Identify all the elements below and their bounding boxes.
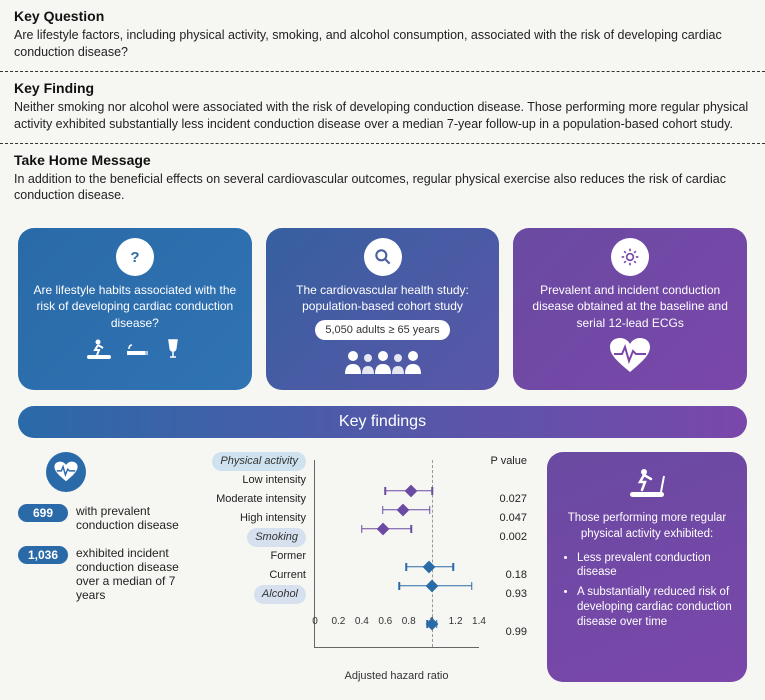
- people-icon: [338, 348, 428, 376]
- heart-icon: [46, 452, 86, 492]
- forest-plot: Physical activityLow intensityModerate i…: [202, 452, 533, 682]
- p-value-header: P value: [483, 452, 533, 471]
- card-question: ? Are lifestyle habits associated with t…: [18, 228, 252, 390]
- svg-text:?: ?: [130, 249, 139, 266]
- wine-icon: [161, 337, 185, 361]
- page: Key Question Are lifestyle factors, incl…: [0, 0, 765, 700]
- card-outcome: Prevalent and incident conduction diseas…: [513, 228, 747, 390]
- key-question-title: Key Question: [14, 8, 751, 24]
- stats-column: 699 with prevalent conduction disease 1,…: [18, 452, 188, 682]
- card-question-text: Are lifestyle habits associated with the…: [30, 282, 240, 331]
- findings-row: 699 with prevalent conduction disease 1,…: [18, 452, 747, 682]
- stat-prevalent-text: with prevalent conduction disease: [76, 504, 188, 532]
- lifestyle-icons: [85, 337, 185, 361]
- summary-panel: Those performing more regular physical a…: [547, 452, 747, 682]
- cohort-pill: 5,050 adults ≥ 65 years: [315, 320, 449, 341]
- summary-bullet: Less prevalent conduction disease: [577, 551, 733, 581]
- key-finding-title: Key Finding: [14, 80, 751, 96]
- cigarette-icon: [123, 337, 151, 361]
- key-finding-section: Key Finding Neither smoking nor alcohol …: [0, 72, 765, 144]
- magnifier-icon: [364, 238, 402, 276]
- forest-labels: Physical activityLow intensityModerate i…: [202, 452, 312, 623]
- take-home-title: Take Home Message: [14, 152, 751, 168]
- key-findings-band: Key findings: [18, 406, 747, 438]
- forest-plot-area: 00.20.40.60.811.21.4: [314, 460, 479, 648]
- key-question-text: Are lifestyle factors, including physica…: [14, 27, 751, 61]
- card-outcome-text: Prevalent and incident conduction diseas…: [525, 282, 735, 331]
- heart-ecg-icon: [608, 337, 652, 375]
- treadmill-icon: [85, 337, 113, 361]
- summary-lead: Those performing more regular physical a…: [561, 511, 733, 542]
- stat-prevalent-n: 699: [18, 504, 68, 522]
- key-question-section: Key Question Are lifestyle factors, incl…: [0, 0, 765, 72]
- stat-incident-text: exhibited incident conduction disease ov…: [76, 546, 188, 602]
- cards-row: ? Are lifestyle habits associated with t…: [18, 228, 747, 390]
- card-study-text: The cardiovascular health study: populat…: [278, 282, 488, 314]
- stat-prevalent: 699 with prevalent conduction disease: [18, 504, 188, 532]
- take-home-section: Take Home Message In addition to the ben…: [0, 144, 765, 215]
- stat-incident-n: 1,036: [18, 546, 68, 564]
- question-icon: ?: [116, 238, 154, 276]
- stat-incident: 1,036 exhibited incident conduction dise…: [18, 546, 188, 602]
- key-finding-text: Neither smoking nor alcohol were associa…: [14, 99, 751, 133]
- forest-pvalues: P value 0.0270.0470.0020.180.930.99: [483, 452, 533, 642]
- take-home-text: In addition to the beneficial effects on…: [14, 171, 751, 205]
- gear-icon: [611, 238, 649, 276]
- summary-bullet: A substantially reduced risk of developi…: [577, 585, 733, 630]
- card-study: The cardiovascular health study: populat…: [266, 228, 500, 390]
- treadmill-icon: [561, 466, 733, 503]
- infographic: ? Are lifestyle habits associated with t…: [0, 214, 765, 700]
- summary-bullets: Less prevalent conduction disease A subs…: [561, 551, 733, 631]
- forest-xlabel: Adjusted hazard ratio: [314, 670, 479, 682]
